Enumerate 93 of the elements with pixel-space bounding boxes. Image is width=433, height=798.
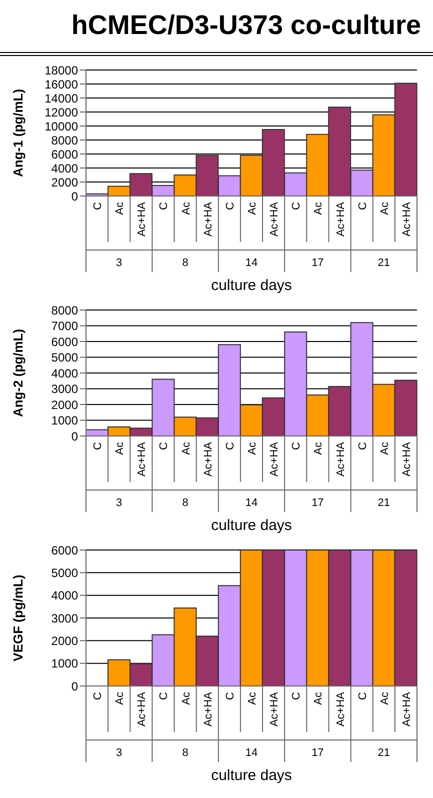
text: Ac+HA bbox=[334, 692, 347, 727]
text: Ac+HA bbox=[268, 442, 281, 477]
y-tick-label: 3000 bbox=[51, 382, 78, 396]
text: Ac bbox=[246, 692, 258, 705]
text: Ac bbox=[312, 442, 325, 455]
text: C bbox=[290, 692, 303, 700]
text: Ac bbox=[312, 692, 325, 705]
y-tick-label: 8000 bbox=[51, 133, 78, 148]
chart-title: hCMEC/D3-U373 co-culture bbox=[0, 0, 433, 56]
y-tick-label: 6000 bbox=[51, 147, 78, 162]
text: Ac+HA bbox=[202, 692, 214, 727]
y-tick-label: 6000 bbox=[51, 543, 78, 558]
text: Ac bbox=[378, 442, 391, 455]
text: C bbox=[158, 442, 170, 450]
y-axis-title: Ang-2 (pg/mL) bbox=[10, 328, 26, 418]
y-tick-label: 5000 bbox=[51, 350, 78, 365]
y-tick-label: 0 bbox=[71, 429, 78, 444]
y-axis-title: VEGF (pg/mL) bbox=[10, 574, 26, 662]
x-tick-label: 21 bbox=[378, 747, 390, 759]
text: Ac bbox=[378, 692, 391, 705]
text: Ac+HA bbox=[202, 202, 214, 237]
y-tick-label: 16000 bbox=[44, 77, 78, 92]
text: C bbox=[92, 202, 104, 210]
y-tick-label: 2000 bbox=[51, 175, 78, 190]
text: C bbox=[92, 692, 104, 700]
y-tick-label: 1000 bbox=[51, 414, 78, 428]
y-tick-label: 4000 bbox=[51, 366, 78, 380]
text: Ac bbox=[114, 442, 126, 455]
y-tick-label: 2000 bbox=[51, 634, 78, 648]
text: Ac+HA bbox=[334, 442, 347, 477]
x-tick-label: 14 bbox=[245, 257, 258, 269]
x-tick-label: 3 bbox=[116, 497, 122, 509]
text: C bbox=[290, 202, 303, 210]
y-tick-label: 10000 bbox=[44, 119, 78, 134]
text: C bbox=[356, 692, 369, 700]
text: C bbox=[290, 442, 303, 450]
y-tick-label: 3000 bbox=[51, 611, 78, 626]
x-tick-label: 3 bbox=[116, 747, 122, 759]
y-axis-title: Ang-1 (pg/mL) bbox=[10, 88, 26, 178]
x-axis-title: culture days bbox=[211, 517, 292, 534]
text: Ac bbox=[114, 202, 126, 215]
y-tick-label: 8000 bbox=[51, 303, 78, 318]
text: C bbox=[158, 692, 170, 700]
text: Ac bbox=[246, 442, 258, 455]
x-tick-label: 8 bbox=[182, 497, 188, 509]
text: Ac+HA bbox=[202, 442, 214, 477]
text: C bbox=[356, 442, 369, 450]
x-tick-label: 14 bbox=[245, 747, 258, 759]
x-tick-label: 3 bbox=[116, 257, 122, 269]
y-tick-label: 7000 bbox=[51, 319, 78, 334]
text: Ac bbox=[180, 692, 192, 705]
y-tick-label: 2000 bbox=[51, 398, 78, 412]
text: Ac+HA bbox=[136, 201, 148, 237]
text: Ac+HA bbox=[400, 442, 413, 477]
x-tick-label: 17 bbox=[312, 747, 324, 759]
text: C bbox=[224, 202, 236, 210]
x-axis-title: culture days bbox=[211, 767, 292, 784]
text: Ac bbox=[246, 202, 258, 215]
y-tick-label: 4000 bbox=[51, 161, 78, 176]
x-axis-title: culture days bbox=[211, 277, 292, 294]
text: Ac+HA bbox=[136, 441, 148, 477]
text: Ac+HA bbox=[334, 202, 347, 237]
y-tick-label: 4000 bbox=[51, 588, 78, 603]
text: C bbox=[224, 692, 236, 700]
y-tick-label: 0 bbox=[71, 189, 78, 204]
x-tick-label: 8 bbox=[182, 747, 188, 759]
y-tick-label: 1000 bbox=[51, 656, 78, 671]
text: C bbox=[158, 202, 170, 210]
text: Ac bbox=[312, 202, 325, 215]
text: Ac+HA bbox=[400, 202, 413, 237]
y-tick-label: 14000 bbox=[44, 91, 78, 106]
x-tick-label: 14 bbox=[245, 497, 258, 509]
y-tick-label: 18000 bbox=[44, 63, 78, 78]
y-tick-label: 0 bbox=[71, 679, 78, 694]
text: Ac bbox=[378, 202, 391, 215]
y-tick-label: 5000 bbox=[51, 566, 78, 580]
text: C bbox=[92, 442, 104, 450]
x-tick-label: 21 bbox=[378, 257, 390, 269]
text: Ac bbox=[180, 202, 192, 215]
text: Ac bbox=[114, 692, 126, 705]
text: C bbox=[356, 202, 369, 210]
x-tick-label: 8 bbox=[182, 257, 188, 269]
text: C bbox=[224, 442, 236, 450]
text: Ac bbox=[180, 442, 192, 455]
x-tick-label: 17 bbox=[312, 497, 324, 509]
text: Ac+HA bbox=[400, 692, 413, 727]
text: Ac+HA bbox=[136, 691, 148, 727]
text: Ac+HA bbox=[268, 202, 281, 237]
text: Ac+HA bbox=[268, 692, 281, 727]
y-tick-label: 6000 bbox=[51, 334, 78, 349]
y-tick-label: 12000 bbox=[44, 105, 78, 120]
x-tick-label: 21 bbox=[378, 497, 390, 509]
x-tick-label: 17 bbox=[312, 257, 324, 269]
